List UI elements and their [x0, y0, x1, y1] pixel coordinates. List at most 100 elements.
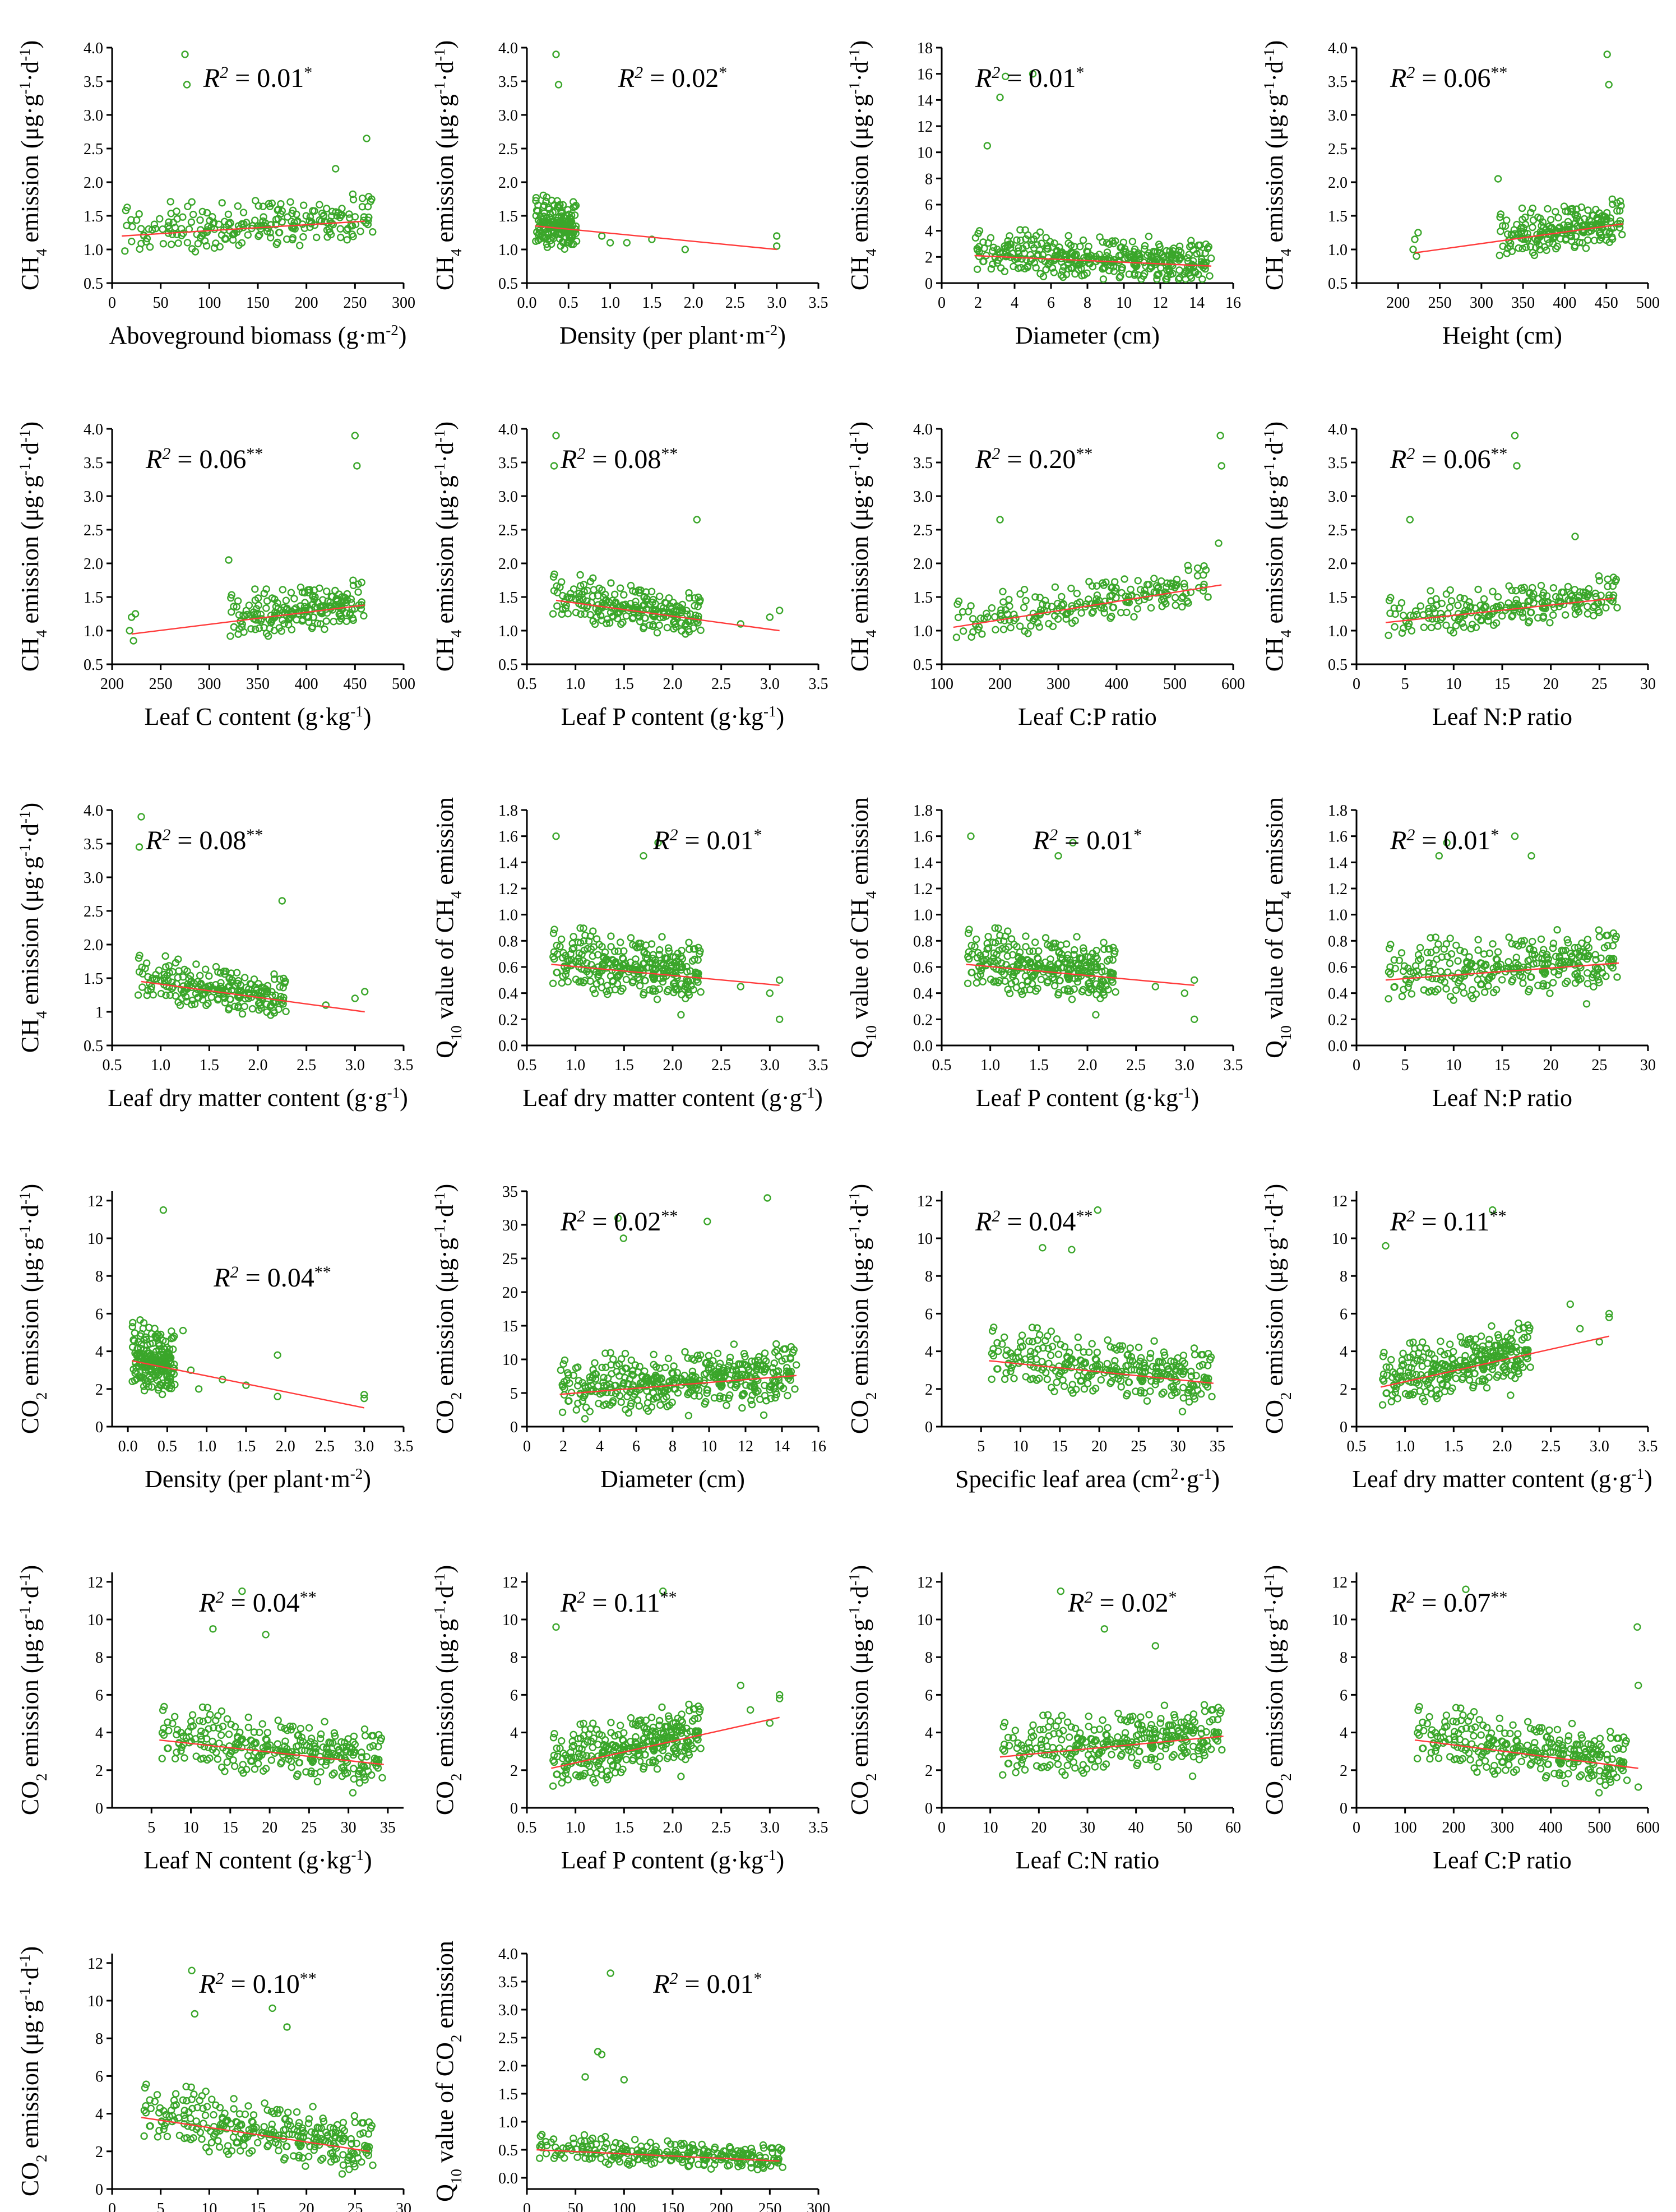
scatter-point	[1498, 976, 1506, 984]
y-tick-label: 30	[502, 1217, 518, 1234]
x-tick-label: 10	[1446, 675, 1461, 693]
scatter-point	[1440, 945, 1448, 953]
scatter-point	[204, 223, 212, 231]
scatter-point	[1039, 1244, 1047, 1252]
scatter-point	[226, 632, 234, 640]
scatter-point	[332, 165, 340, 173]
scatter-point	[1582, 244, 1590, 252]
scatter-point	[655, 621, 663, 630]
x-tick-label: 100	[930, 675, 953, 693]
y-tick-label: 0.5	[84, 656, 103, 674]
scatter-point	[1442, 985, 1450, 993]
scatter-point	[1021, 226, 1029, 234]
scatter-point	[326, 218, 334, 225]
scatter-point	[1446, 959, 1454, 968]
y-tick-label: 4.0	[84, 40, 103, 57]
x-tick-label: 2	[974, 294, 982, 312]
scatter-point	[1031, 938, 1039, 946]
y-tick-label: 1.0	[84, 623, 103, 640]
scatter-point	[165, 218, 173, 226]
regression-line	[974, 254, 1212, 267]
scatter-point	[225, 556, 233, 564]
scatter-point	[1039, 251, 1047, 259]
y-tick-label: 2	[1340, 1381, 1348, 1399]
y-tick-label: 10	[87, 1612, 103, 1629]
scatter-point	[277, 200, 285, 208]
scatter-point	[1397, 949, 1406, 957]
scatter-point	[1539, 218, 1547, 226]
scatter-point	[737, 983, 745, 991]
scatter-point	[552, 50, 560, 58]
scatter-point	[1217, 462, 1225, 470]
scatter-point	[278, 207, 286, 215]
y-tick-label: 0	[95, 1800, 103, 1817]
scatter-point	[1143, 1397, 1151, 1405]
y-tick-label: 25	[502, 1251, 518, 1268]
scatter-point	[1043, 1375, 1052, 1383]
scatter-point	[336, 225, 344, 233]
scatter-point	[748, 1400, 756, 1409]
scatter-point	[558, 979, 566, 987]
y-tick-label: 2.0	[84, 556, 103, 573]
scatter-point	[1605, 1309, 1613, 1318]
y-tick-label: 5	[510, 1385, 518, 1403]
scatter-point	[196, 216, 204, 224]
scatter-point	[184, 202, 192, 210]
scatter-point	[188, 245, 196, 253]
y-tick-label: 8	[1340, 1268, 1348, 1285]
scatter-point	[1618, 230, 1626, 239]
scatter-point	[1145, 249, 1153, 257]
scatter-point	[1073, 933, 1081, 941]
y-tick-label: 3.0	[498, 488, 518, 506]
scatter-point	[128, 1323, 137, 1331]
scatter-point	[1416, 943, 1424, 952]
y-tick-label: 0	[95, 1419, 103, 1436]
x-tick-label: 2.0	[1078, 1057, 1098, 1074]
scatter-point	[1416, 602, 1425, 610]
scatter-point	[792, 1361, 800, 1369]
scatter-point	[561, 245, 568, 253]
scatter-point	[282, 596, 290, 604]
scatter-point	[766, 613, 774, 621]
scatter-point	[1419, 1338, 1427, 1346]
scatter-point	[1437, 1338, 1444, 1345]
scatter-point	[1132, 263, 1140, 271]
x-tick-label: 2.0	[248, 1057, 268, 1074]
scatter-point	[655, 593, 664, 600]
scatter-point	[564, 978, 572, 985]
y-tick-label: 1.0	[1328, 623, 1348, 640]
scatter-point	[145, 225, 152, 233]
x-axis-title: Diameter (cm)	[600, 1465, 745, 1493]
scatter-point	[1080, 1385, 1089, 1393]
scatter-point	[1465, 1376, 1474, 1384]
scatter-point	[1427, 587, 1434, 595]
scatter-point	[126, 627, 133, 635]
scatter-point	[1121, 575, 1128, 583]
scatter-point	[677, 1011, 685, 1019]
y-tick-label: 3.5	[84, 455, 103, 472]
scatter-point	[606, 239, 614, 247]
x-tick-label: 0	[1353, 675, 1360, 693]
scatter-point	[267, 234, 275, 242]
y-tick-label: 0	[925, 275, 933, 293]
x-tick-label: 1.0	[980, 1057, 1000, 1074]
scatter-point	[979, 257, 987, 266]
scatter-point	[1511, 432, 1519, 439]
scatter-point	[322, 617, 330, 625]
scatter-point	[350, 1775, 358, 1783]
scatter-point	[1099, 275, 1108, 283]
y-axis-title: CO2 emission (μg·g-1·d-1)	[846, 1184, 879, 1434]
x-tick-label: 3.5	[809, 675, 828, 693]
scatter-point	[1151, 1381, 1159, 1389]
scatter-point	[697, 988, 705, 996]
scatter-point	[554, 214, 563, 222]
x-tick-label: 3.0	[767, 294, 786, 312]
y-tick-label: 1.0	[498, 242, 518, 259]
scatter-point	[290, 595, 298, 603]
scatter-point	[137, 225, 145, 233]
y-tick-label: 4	[95, 1725, 103, 1742]
y-tick-label: 18	[917, 40, 933, 57]
x-tick-label: 2.5	[297, 1057, 316, 1074]
